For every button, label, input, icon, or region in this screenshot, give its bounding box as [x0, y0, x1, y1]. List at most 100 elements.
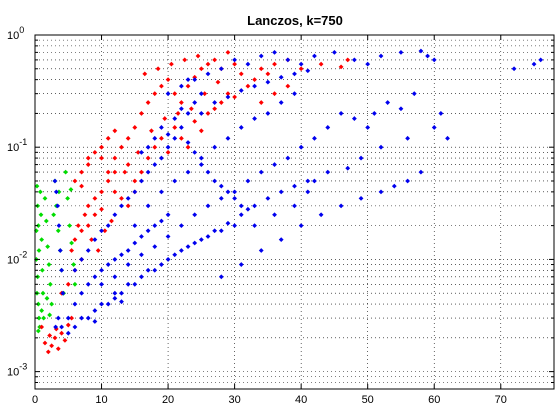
data-point [53, 326, 59, 332]
data-point [132, 178, 138, 184]
data-point [44, 295, 50, 301]
data-point [365, 125, 371, 130]
data-point [92, 319, 98, 324]
data-point [312, 135, 317, 141]
data-point [99, 189, 104, 195]
data-point [272, 162, 277, 167]
data-point [318, 61, 324, 67]
data-point [85, 315, 91, 321]
y-tick-label: 10-2 [7, 249, 27, 266]
data-point [285, 57, 291, 63]
data-point [132, 125, 138, 130]
data-point [95, 248, 101, 253]
data-point [72, 267, 78, 273]
data-point [192, 240, 198, 246]
data-point [53, 189, 59, 195]
data-point [39, 267, 45, 273]
data-point [92, 149, 98, 155]
data-point [75, 223, 81, 229]
data-point [278, 100, 284, 105]
data-point [165, 144, 171, 150]
data-point [85, 281, 91, 287]
data-point [152, 162, 158, 167]
data-point [232, 57, 238, 63]
data-point [39, 237, 45, 243]
data-point [178, 83, 184, 89]
data-point [325, 169, 331, 175]
data-point [112, 274, 118, 280]
data-point [238, 71, 244, 77]
data-point [185, 111, 191, 116]
data-point [159, 189, 164, 195]
data-point [72, 178, 78, 184]
data-point [119, 252, 124, 258]
data-point [47, 281, 53, 287]
data-point [178, 135, 184, 141]
data-point [36, 315, 42, 321]
data-point [278, 237, 284, 243]
data-point [338, 64, 344, 70]
data-point [142, 71, 148, 77]
data-point [338, 203, 344, 209]
data-point [265, 195, 271, 201]
data-point [218, 183, 224, 189]
data-point [378, 189, 384, 195]
data-point [79, 315, 84, 321]
data-point [125, 203, 131, 209]
data-point [225, 220, 231, 226]
data-point [159, 262, 164, 267]
data-point [43, 218, 49, 224]
data-point [145, 203, 151, 209]
data-point [159, 135, 164, 141]
data-point [159, 83, 164, 89]
data-point [67, 223, 72, 229]
data-point [105, 223, 111, 229]
data-point [405, 135, 411, 141]
data-point [46, 262, 52, 267]
data-point [109, 218, 114, 224]
data-point [218, 66, 224, 72]
data-point [139, 252, 144, 258]
data-point [411, 91, 417, 97]
data-point [132, 281, 138, 287]
data-point [155, 66, 161, 72]
data-point [258, 169, 264, 175]
y-tick-label: 10-3 [7, 362, 27, 379]
data-point [105, 301, 111, 307]
data-point [79, 183, 84, 189]
data-point [218, 228, 224, 234]
data-point [182, 57, 188, 63]
data-point [56, 189, 62, 195]
data-point [272, 91, 277, 97]
data-point [112, 128, 118, 134]
data-point [232, 61, 238, 67]
data-point [198, 155, 204, 161]
data-point [385, 100, 391, 105]
data-point [431, 125, 437, 130]
data-point [212, 178, 218, 184]
data-point [139, 178, 144, 184]
data-point [82, 212, 88, 218]
chart-title: Lanczos, k=750 [247, 13, 343, 28]
data-point [92, 212, 98, 218]
data-point [272, 212, 277, 218]
data-point [53, 324, 59, 330]
data-point [139, 234, 144, 239]
data-point [198, 91, 204, 97]
data-point [192, 100, 198, 105]
data-point [345, 165, 351, 171]
data-point [232, 189, 238, 195]
data-point [152, 135, 158, 141]
data-point [245, 83, 251, 89]
data-point [42, 340, 48, 346]
data-point [511, 66, 517, 72]
data-point [531, 61, 537, 67]
data-point [292, 203, 297, 209]
data-point [102, 228, 108, 234]
data-point [225, 49, 231, 55]
data-point [265, 71, 271, 77]
data-point [188, 106, 194, 112]
data-point [125, 248, 131, 253]
data-point [45, 349, 51, 355]
data-point [298, 61, 304, 67]
